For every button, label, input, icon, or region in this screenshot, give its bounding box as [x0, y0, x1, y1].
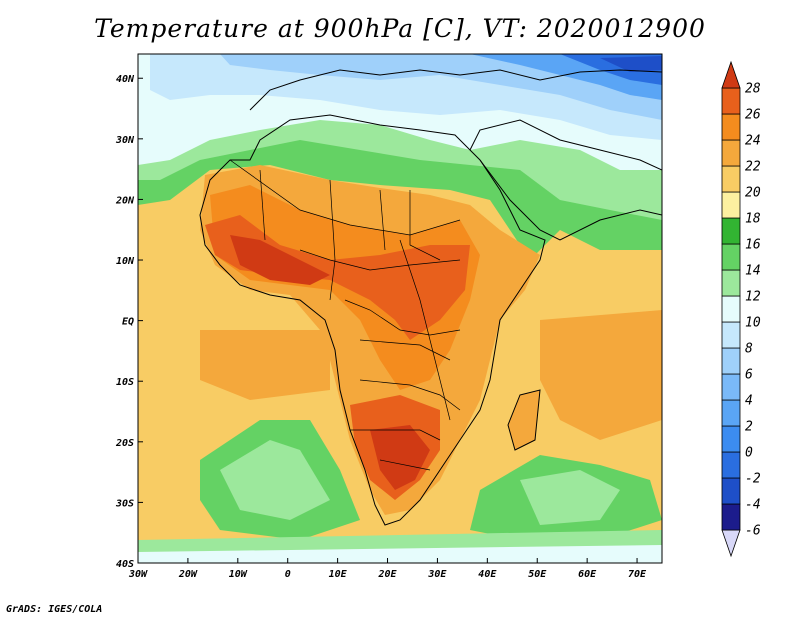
lat-tick-label: 30S: [115, 498, 134, 509]
field-warm-atlantic: [200, 330, 330, 400]
lon-tick-label: 30W: [128, 569, 148, 580]
colorbar-swatch: [721, 269, 741, 297]
colorbar-swatch: [721, 191, 741, 219]
lat-tick-label: 30N: [115, 135, 135, 146]
colorbar-label: 20: [745, 186, 761, 201]
colorbar-label: 10: [745, 316, 761, 331]
field-warm-ocean-east: [540, 310, 662, 440]
chart-title: Temperature at 900hPa [C], VT: 202001290…: [94, 14, 706, 43]
colorbar-swatch: [721, 503, 741, 531]
colorbar-swatch: [721, 87, 741, 115]
lon-tick-label: 30E: [427, 569, 447, 580]
colorbar-label: 28: [745, 82, 761, 97]
grads-credit: GrADS: IGES/COLA: [6, 604, 103, 615]
field-north-navy: [600, 56, 662, 72]
lon-tick-label: 40E: [478, 569, 497, 580]
lon-tick-label: 70E: [628, 569, 647, 580]
colorbar-label: 16: [745, 238, 761, 253]
colorbar-label: 4: [745, 394, 753, 409]
lon-tick-label: 10E: [329, 569, 348, 580]
map-frame: [137, 53, 663, 564]
colorbar-swatch: [721, 373, 741, 401]
colorbar-label: 2: [745, 420, 753, 435]
colorbar-swatch: [721, 425, 741, 453]
field-africa-hottest: [230, 235, 330, 285]
colorbar-label: 26: [745, 108, 761, 123]
lon-tick-label: 10W: [229, 569, 248, 580]
colorbar-label: 22: [745, 160, 761, 175]
colorbar-label: 12: [745, 290, 761, 305]
colorbar-label: 0: [745, 446, 753, 461]
lat-tick-label: 40S: [116, 559, 134, 570]
country-borders: [229, 159, 461, 471]
colorbar-label: -4: [745, 498, 761, 513]
lon-tick-label: 60E: [578, 569, 597, 580]
colorbar-swatch: [721, 165, 741, 193]
lat-tick-label: 20N: [115, 195, 135, 206]
colorbar-swatch: [721, 321, 741, 349]
colorbar-label: 8: [745, 342, 753, 357]
colorbar-swatch: [721, 529, 741, 558]
lon-tick-label: 50E: [528, 569, 547, 580]
lat-tick-label: 10N: [116, 256, 135, 267]
colorbar-label: 18: [745, 212, 761, 227]
colorbar-swatch: [721, 217, 741, 245]
colorbar-swatch: [721, 295, 741, 323]
lat-tick-label: 10S: [116, 377, 134, 388]
colorbar-label: -2: [745, 472, 761, 487]
colorbar-swatch: [721, 243, 741, 271]
colorbar-swatch: [721, 60, 741, 89]
field-south-lightgreen-east: [520, 470, 620, 525]
field-south-africa-hottest: [370, 425, 430, 490]
longitude-axis: 30W 20W 10W 0 10E 20E 30E 40E 50E 60E 70E: [128, 558, 647, 580]
lon-tick-label: 0: [285, 569, 291, 580]
colorbar-label: 24: [745, 134, 761, 149]
colorbar-swatch: [721, 113, 741, 141]
lat-tick-label: 20S: [115, 438, 134, 449]
field-south-lightgreen: [220, 440, 330, 520]
colorbar-swatch: [721, 451, 741, 479]
lon-tick-label: 20W: [178, 569, 198, 580]
colorbar-swatch: [721, 399, 741, 427]
colorbar-swatch: [721, 347, 741, 375]
colorbar-swatch: [721, 477, 741, 505]
field-south-cyan: [138, 545, 662, 563]
lat-tick-label: 40N: [116, 74, 135, 85]
colorbar-swatch: [721, 139, 741, 167]
latitude-axis: 40N 30N 20N 10N EQ 10S 20S 30S 40S: [115, 74, 143, 570]
colorbar-label: 6: [745, 368, 753, 383]
map-panel: [138, 54, 662, 563]
coastlines: [199, 69, 662, 526]
colorbar-label: 14: [745, 264, 761, 279]
colorbar-label: -6: [745, 524, 761, 539]
lon-tick-label: 20E: [377, 569, 397, 580]
lat-tick-label: EQ: [122, 317, 134, 328]
